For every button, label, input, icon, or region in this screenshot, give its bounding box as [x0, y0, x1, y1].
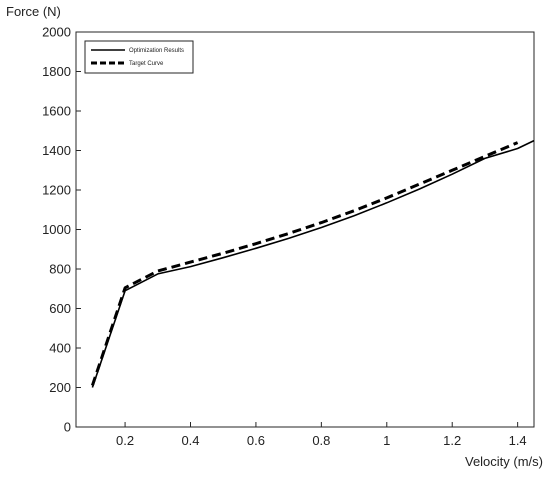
- x-tick-label: 0.8: [312, 433, 330, 448]
- y-tick-label: 1000: [42, 222, 71, 237]
- y-tick-label: 2000: [42, 25, 71, 40]
- y-tick-label: 1800: [42, 64, 71, 79]
- y-tick-label: 200: [49, 380, 71, 395]
- y-axis-title: Force (N): [6, 4, 61, 19]
- y-tick-label: 1600: [42, 104, 71, 119]
- x-tick-label: 0.6: [247, 433, 265, 448]
- series-line-1: [91, 139, 535, 388]
- x-axis-title: Velocity (m/s): [465, 454, 543, 469]
- legend-box: [84, 40, 194, 74]
- x-tick-label: 0.2: [116, 433, 134, 448]
- x-tick-label: 1.4: [509, 433, 527, 448]
- y-tick-label: 400: [49, 341, 71, 356]
- x-tick-label: 1.2: [443, 433, 461, 448]
- legend-label-1: Optimization Results: [129, 48, 184, 54]
- series-line-2: [90, 141, 519, 386]
- y-tick-label: 0: [64, 420, 71, 435]
- y-tick-label: 1200: [42, 183, 71, 198]
- y-tick-label: 800: [49, 262, 71, 277]
- legend-label-2: Target Curve: [129, 61, 164, 67]
- plot-area-frame: [75, 31, 535, 428]
- x-tick-label: 0.4: [181, 433, 199, 448]
- x-tick-label: 1: [383, 433, 390, 448]
- y-tick-label: 1400: [42, 143, 71, 158]
- y-tick-label: 600: [49, 301, 71, 316]
